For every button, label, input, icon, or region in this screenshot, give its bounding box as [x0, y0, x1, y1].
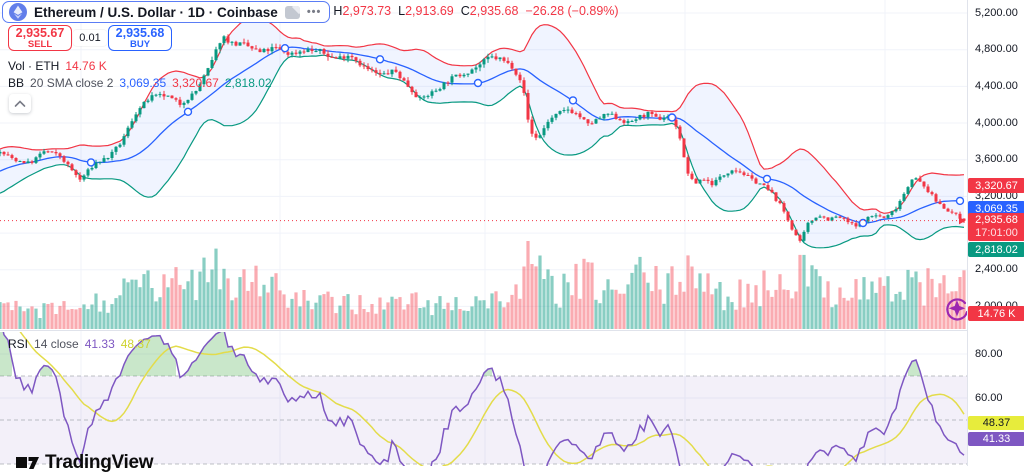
bb-legend[interactable]: BB 20 SMA close 2 3,069.35 3,320.67 2,81… [8, 76, 272, 90]
bb-upper-price-badge: 3,320.67 [968, 178, 1024, 193]
sell-price: 2,935.67 [15, 25, 65, 40]
price-tick: 4,400.00 [975, 79, 1018, 92]
ohlc-low-value: 2,913.69 [405, 4, 454, 18]
bb-lower-price-badge: 2,818.02 [968, 242, 1024, 257]
bb-legend-title: BB [8, 76, 25, 90]
bb-upper-value: 3,320.67 [172, 76, 219, 90]
symbol-title: Ethereum / U.S. Dollar · 1D · Coinbase [34, 4, 278, 20]
ethereum-icon [9, 3, 27, 21]
rsi-legend-title: RSI [8, 337, 29, 351]
sell-button[interactable]: 2,935.67 SELL [8, 25, 72, 51]
price-axis[interactable]: 5,200.00 4,800.00 4,400.00 4,000.00 3,600.00… [967, 0, 1024, 466]
symbol-flag-icon[interactable] [284, 5, 300, 19]
tradingview-logo-icon [16, 456, 39, 469]
chevron-up-icon [14, 99, 26, 107]
last-price-badge: 2,935.68 17:01:00 [968, 213, 1024, 241]
spread-value: 0.01 [73, 30, 107, 46]
ai-sparkle-icon [946, 298, 969, 321]
volume-legend[interactable]: Vol · ETH 14.76 K [8, 59, 107, 73]
ohlc-high-label: H [333, 4, 343, 18]
buy-price: 2,935.68 [115, 25, 165, 40]
bb-basis-value: 3,069.35 [119, 76, 167, 90]
price-tick: 4,800.00 [975, 43, 1018, 56]
rsi-value-badge: 41.33 [968, 432, 1024, 446]
tradingview-logo-text: TradingView [45, 452, 154, 473]
bb-legend-params: 20 SMA close 2 [30, 76, 114, 90]
rsi-ma-badge: 48.37 [968, 416, 1024, 430]
tradingview-watermark[interactable]: TradingView [16, 452, 154, 474]
bar-countdown: 17:01:00 [975, 227, 1018, 239]
price-tick: 5,200.00 [975, 6, 1018, 19]
rsi-value: 41.33 [84, 337, 115, 351]
trade-panel: 2,935.67 SELL 0.01 2,935.68 BUY [8, 25, 172, 51]
bb-basis-price-badge: 3,069.35 [968, 201, 1024, 216]
rsi-legend[interactable]: RSI 14 close 41.33 48.37 [8, 337, 151, 351]
price-tick: 2,400.00 [975, 263, 1018, 276]
rsi-tick: 60.00 [975, 391, 1003, 404]
volume-badge: 14.76 K [968, 306, 1024, 321]
buy-button[interactable]: 2,935.68 BUY [108, 25, 172, 51]
volume-legend-value: 14.76 K [65, 59, 107, 73]
volume-legend-title: Vol · ETH [8, 59, 60, 73]
price-tick: 3,600.00 [975, 153, 1018, 166]
symbol-button[interactable]: Ethereum / U.S. Dollar · 1D · Coinbase •… [2, 1, 331, 23]
rsi-tick: 80.00 [975, 347, 1003, 360]
ohlc-high-value: 2,973.73 [342, 4, 392, 18]
ohlc-low-label: L [398, 4, 406, 18]
buy-label: BUY [129, 39, 151, 50]
ohlc-close-label: C [460, 4, 470, 18]
price-tick: 4,000.00 [975, 116, 1018, 129]
rsi-ma-value: 48.37 [120, 337, 151, 351]
symbol-more-button[interactable]: ••• [306, 6, 322, 18]
ohlc-close-value: 2,935.68 [469, 4, 519, 18]
sell-label: SELL [27, 39, 53, 50]
legend-collapse-button[interactable] [9, 94, 31, 113]
rsi-legend-params: 14 close [34, 337, 79, 351]
ohlc-change: −26.28 (−0.89%) [525, 4, 619, 18]
bb-lower-value: 2,818.02 [224, 76, 272, 90]
